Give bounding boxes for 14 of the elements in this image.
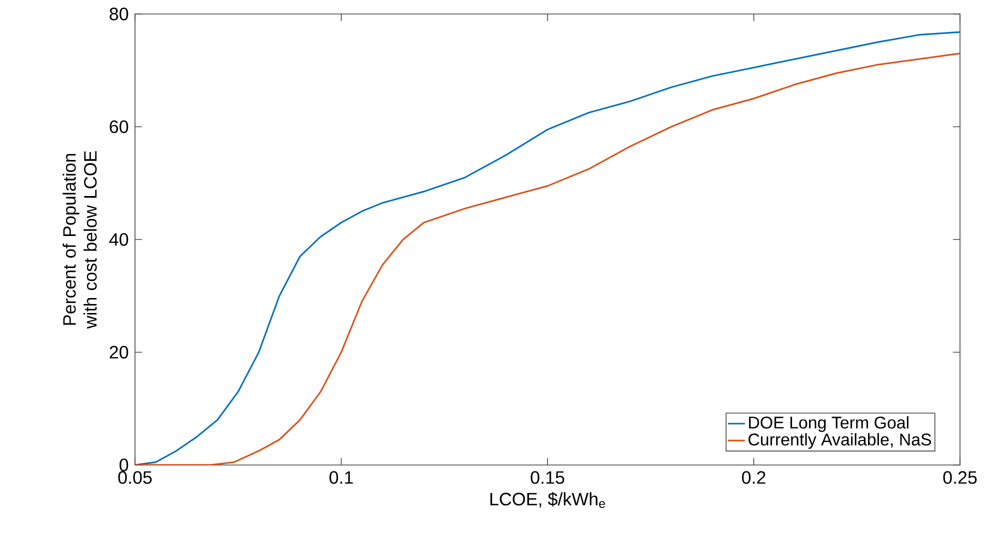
y-tick-label: 80 [110,8,128,20]
legend-label: Currently Available, NaS [748,433,932,449]
x-tick-label: 0.1 [330,471,353,484]
x-tick-label: 0.2 [742,471,766,484]
x-tick-label: 0.05 [118,471,152,484]
y-tick-label: 0 [120,458,128,472]
x-tick-label: 0.25 [943,471,977,484]
y-tick-label: 40 [109,233,128,246]
y-tick-label: 60 [110,120,128,134]
y-axis-title: Percent of Population with cost below LCOE [62,151,97,329]
x-axis-title: LCOE, $/kWh$_{e}$ [490,492,605,508]
x-tick-label: 0.15 [530,471,564,484]
legend-label: DOE Long Term Goal [749,416,908,432]
y-tick-label: 20 [110,346,128,359]
